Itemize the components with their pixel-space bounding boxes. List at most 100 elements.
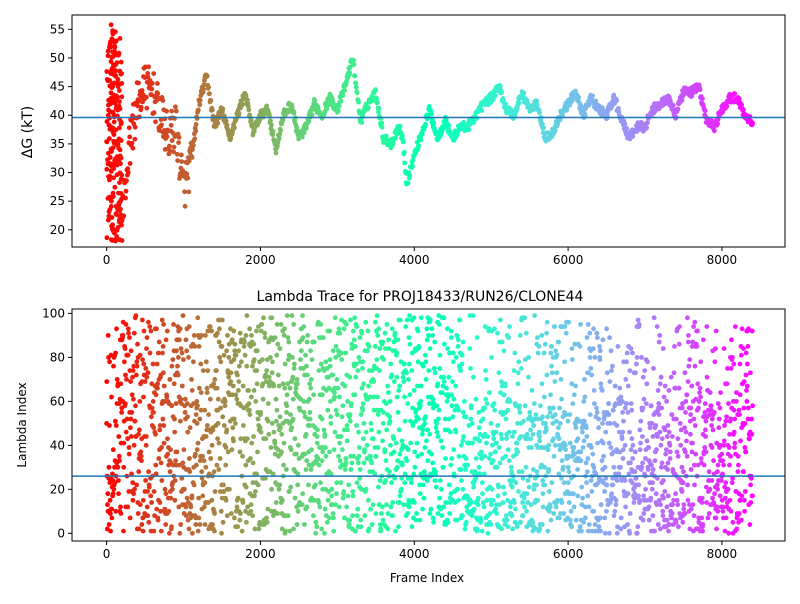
data-point	[744, 388, 749, 393]
data-point	[253, 399, 259, 404]
data-point	[503, 416, 509, 422]
data-point	[410, 163, 415, 169]
data-point	[395, 410, 401, 415]
data-point	[679, 464, 685, 470]
data-point	[113, 62, 119, 67]
data-point	[750, 493, 755, 499]
data-point	[623, 504, 628, 510]
data-point	[366, 497, 371, 503]
data-point	[556, 471, 562, 477]
data-point	[190, 530, 195, 536]
data-point	[463, 414, 469, 420]
data-point	[554, 352, 560, 358]
data-point	[603, 475, 609, 481]
data-point	[163, 337, 169, 343]
data-point	[251, 341, 257, 347]
data-point	[110, 145, 116, 151]
data-point	[524, 508, 529, 514]
data-point	[588, 478, 594, 483]
data-point	[687, 357, 693, 362]
data-point	[340, 403, 346, 409]
data-point	[585, 456, 591, 461]
data-point	[615, 344, 621, 349]
data-point	[260, 357, 265, 362]
data-point	[335, 385, 341, 391]
data-point	[127, 425, 133, 431]
data-point	[649, 486, 655, 492]
data-point	[144, 374, 150, 380]
data-point	[404, 458, 410, 464]
data-point	[239, 359, 244, 365]
data-point	[664, 504, 670, 510]
data-point	[182, 410, 188, 415]
data-point	[454, 517, 460, 523]
data-point	[351, 57, 356, 63]
data-point	[692, 363, 698, 369]
data-point	[600, 421, 605, 426]
data-point	[405, 401, 411, 406]
data-point	[703, 418, 709, 424]
data-point	[706, 469, 712, 475]
data-point	[553, 442, 558, 448]
data-point	[502, 491, 507, 497]
data-point	[357, 475, 363, 481]
data-point	[648, 495, 654, 501]
data-point	[495, 493, 501, 499]
data-point	[682, 449, 688, 455]
data-point	[535, 335, 540, 340]
data-point	[590, 93, 595, 99]
data-point	[319, 416, 325, 422]
data-point	[115, 94, 121, 100]
data-point	[628, 460, 633, 466]
data-point	[601, 453, 606, 459]
data-point	[666, 388, 672, 393]
data-point	[132, 136, 138, 142]
data-point	[231, 328, 237, 334]
data-point	[724, 414, 729, 420]
data-point	[333, 344, 339, 349]
data-point	[360, 407, 366, 413]
data-point	[145, 370, 151, 376]
data-point	[237, 330, 243, 336]
data-point	[736, 407, 742, 413]
data-point	[183, 513, 189, 519]
data-point	[186, 158, 192, 164]
data-point	[619, 399, 625, 404]
data-point	[356, 429, 361, 435]
data-point	[161, 370, 166, 376]
data-point	[140, 357, 146, 362]
data-point	[115, 141, 121, 147]
data-point	[683, 429, 689, 435]
delta-g-axes-frame	[71, 14, 786, 248]
data-point	[730, 519, 736, 525]
data-point	[434, 429, 440, 435]
data-point	[106, 213, 112, 219]
data-point	[433, 469, 439, 475]
data-point	[655, 475, 660, 481]
data-point	[304, 458, 310, 464]
data-point	[263, 475, 268, 481]
data-point	[215, 421, 221, 426]
data-point	[513, 480, 519, 486]
data-point	[250, 363, 255, 369]
data-point	[623, 377, 629, 382]
data-point	[238, 511, 243, 516]
data-point	[236, 379, 242, 384]
data-point	[157, 423, 163, 428]
data-point	[198, 361, 204, 367]
data-point	[245, 504, 251, 510]
data-point	[490, 458, 496, 464]
data-point	[173, 108, 179, 114]
data-point	[493, 429, 499, 435]
data-point	[148, 328, 154, 334]
data-point	[107, 423, 112, 428]
data-point	[633, 475, 639, 481]
data-point	[453, 429, 459, 435]
data-point	[736, 96, 742, 102]
data-point	[235, 524, 241, 530]
data-point	[255, 416, 261, 422]
data-point	[178, 522, 184, 527]
data-point	[199, 475, 205, 481]
data-point	[170, 357, 176, 362]
